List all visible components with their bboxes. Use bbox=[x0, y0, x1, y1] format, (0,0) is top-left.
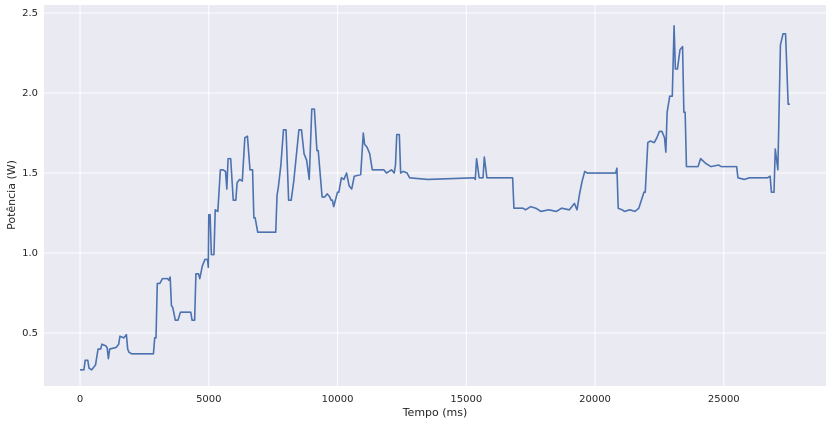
x-tick-label: 25000 bbox=[708, 394, 740, 405]
grid bbox=[44, 5, 826, 386]
x-tick-label: 15000 bbox=[450, 394, 482, 405]
y-tick-label: 1.0 bbox=[22, 248, 38, 259]
labels: 0.5 1.0 1.5 2.0 2.5 0 5000 10000 15000 20000 25000 bbox=[22, 8, 740, 405]
x-tick-label: 10000 bbox=[322, 394, 354, 405]
x-axis-label: Tempo (ms) bbox=[402, 406, 468, 419]
plot-area bbox=[44, 5, 826, 386]
data-line bbox=[80, 25, 790, 371]
x-tick-label: 0 bbox=[77, 394, 83, 405]
y-tick-label: 1.5 bbox=[22, 168, 38, 179]
x-tick-label: 20000 bbox=[579, 394, 611, 405]
y-axis-label: Potência (W) bbox=[5, 160, 18, 230]
y-tick-label: 2.5 bbox=[22, 8, 38, 19]
x-tick-label: 5000 bbox=[196, 394, 221, 405]
y-tick-label: 0.5 bbox=[22, 328, 38, 339]
y-tick-label: 2.0 bbox=[22, 88, 38, 99]
